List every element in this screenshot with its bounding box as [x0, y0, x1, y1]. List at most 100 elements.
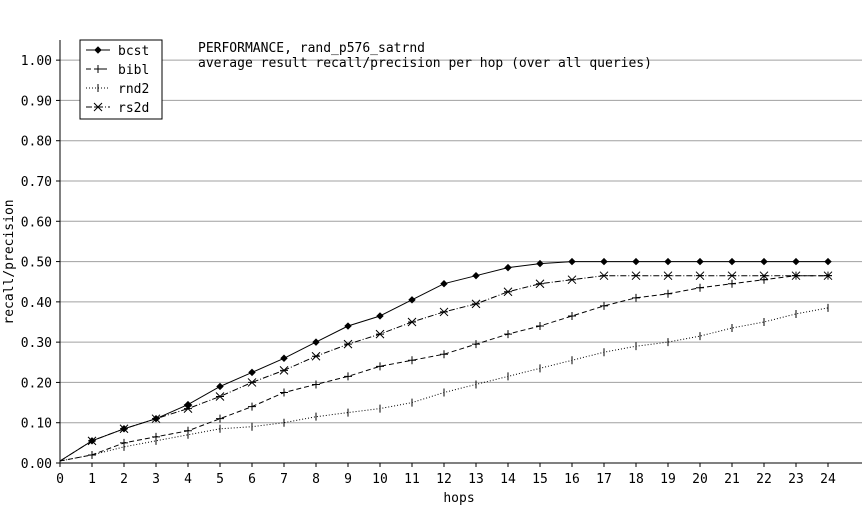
- chart-subtitle: average result recall/precision per hop …: [198, 56, 652, 71]
- bibl-point: [376, 362, 384, 371]
- x-tick-label: 21: [724, 472, 740, 487]
- rs2d-point: [631, 271, 641, 281]
- bcst-point: [408, 296, 416, 304]
- bibl-point: [536, 322, 544, 331]
- y-tick-label: 0.10: [21, 417, 52, 432]
- y-tick-label: 0.70: [21, 175, 52, 190]
- bcst-point: [568, 257, 576, 266]
- legend-label: rs2d: [118, 101, 149, 116]
- x-tick-label: 8: [312, 472, 320, 487]
- x-tick-label: 4: [184, 472, 192, 487]
- bcst-point: [248, 368, 256, 377]
- bcst-point: [792, 257, 800, 266]
- rs2d-point: [471, 299, 481, 309]
- rs2d-point: [151, 414, 161, 424]
- x-tick-label: 9: [344, 472, 352, 487]
- bibl-point: [344, 372, 352, 381]
- y-tick-label: 0.40: [21, 296, 52, 311]
- rs2d-point: [663, 271, 673, 281]
- y-tick-label: 0.30: [21, 336, 52, 351]
- rs2d-point: [407, 317, 417, 327]
- rs2d-point: [247, 378, 257, 387]
- y-tick-labels: 0.00 0.10 0.20 0.30 0.40 0.50 0.60 0.70 0.80 0.90…: [21, 54, 52, 472]
- x-tick-label: 18: [628, 472, 644, 487]
- legend-bibl-point: [94, 65, 102, 73]
- x-tick-label: 19: [660, 472, 676, 487]
- legend-label: rnd2: [118, 82, 149, 97]
- bibl-point: [600, 301, 608, 310]
- x-tick-label: 6: [248, 472, 256, 487]
- x-tick-label: 16: [564, 472, 580, 487]
- bibl-point: [408, 356, 416, 365]
- bibl-point: [664, 289, 672, 298]
- legend-label: bcst: [118, 44, 149, 59]
- bcst-point: [504, 263, 512, 272]
- bibl-point: [440, 350, 448, 359]
- x-tick-label: 17: [596, 472, 612, 487]
- legend-label: bibl: [118, 63, 149, 78]
- rs2d-point: [439, 307, 449, 317]
- y-tick-label: 0.20: [21, 376, 52, 391]
- x-tick-label: 12: [436, 472, 452, 487]
- legend: bcst bibl rnd2 rs2d: [79, 39, 163, 120]
- x-tick-label: 7: [280, 472, 288, 487]
- x-tick-label: 3: [152, 472, 160, 487]
- series-line-bibl: [59, 275, 828, 462]
- x-tick-label: 23: [788, 472, 804, 487]
- x-tick-label: 11: [404, 472, 420, 487]
- bcst-point: [664, 257, 672, 266]
- rs2d-point: [599, 271, 609, 281]
- bibl-point: [504, 330, 512, 339]
- x-tick-labels: 0 1 2 3 4 5 6 7 8 9 10 11 12 13 14 15 16 17 18 19 20 21 22 23 24: [56, 463, 836, 487]
- y-tick-label: 0.00: [21, 457, 52, 472]
- bcst-point: [472, 271, 480, 280]
- rs2d-point: [375, 329, 385, 339]
- bcst-point: [536, 259, 544, 268]
- x-tick-label: 20: [692, 472, 708, 487]
- y-tick-label: 0.80: [21, 135, 52, 150]
- legend-box: [79, 39, 163, 120]
- bibl-point: [280, 388, 288, 397]
- bibl-point: [696, 283, 704, 292]
- rs2d-point: [119, 424, 129, 434]
- rs2d-point: [759, 271, 769, 281]
- bcst-point: [440, 280, 448, 288]
- bibl-point: [216, 414, 224, 423]
- x-axis-label: hops: [443, 491, 474, 506]
- rs2d-point: [279, 365, 289, 375]
- rs2d-point: [791, 271, 801, 281]
- bcst-point: [824, 257, 832, 266]
- chart-title: PERFORMANCE, rand_p576_satrnd: [198, 41, 425, 56]
- bibl-point: [728, 279, 736, 288]
- legend-item-bcst: bcst: [86, 44, 149, 59]
- series-line-rnd2: [59, 307, 829, 462]
- axes: [59, 40, 862, 464]
- bcst-point: [600, 257, 608, 266]
- rs2d-point: [215, 392, 225, 401]
- bcst-point: [760, 257, 768, 266]
- rs2d-point: [695, 271, 705, 281]
- rs2d-point: [503, 287, 513, 297]
- y-tick-label: 0.90: [21, 94, 52, 109]
- x-tick-label: 1: [88, 472, 96, 487]
- x-tick-label: 2: [120, 472, 128, 487]
- rs2d-point: [535, 279, 545, 289]
- x-tick-label: 13: [468, 472, 484, 487]
- bibl-point: [312, 380, 320, 389]
- rs2d-point: [823, 271, 833, 281]
- series-lines: [59, 257, 833, 462]
- rs2d-point: [567, 275, 577, 285]
- bcst-point: [312, 338, 320, 346]
- bcst-point: [728, 257, 736, 266]
- bibl-point: [472, 340, 480, 349]
- series-line-bcst: [59, 261, 828, 462]
- y-tick-label: 0.50: [21, 256, 52, 271]
- bcst-point: [632, 257, 640, 266]
- rs2d-point: [727, 271, 737, 281]
- legend-bcst-point: [94, 46, 102, 54]
- x-tick-label: 5: [216, 472, 224, 487]
- bibl-point: [632, 293, 640, 302]
- y-tick-label: 1.00: [21, 54, 52, 69]
- rs2d-point: [343, 339, 353, 349]
